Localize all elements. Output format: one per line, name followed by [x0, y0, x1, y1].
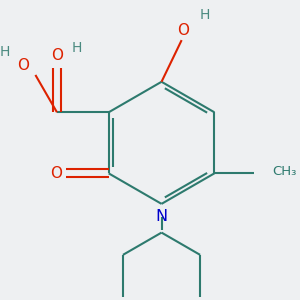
Text: CH₃: CH₃	[272, 165, 296, 178]
Text: H: H	[72, 41, 82, 55]
Text: O: O	[177, 23, 189, 38]
Text: O: O	[50, 166, 62, 181]
Text: H: H	[200, 8, 210, 22]
Text: H: H	[0, 45, 11, 59]
Text: N: N	[155, 209, 168, 224]
Text: O: O	[51, 48, 63, 63]
Text: O: O	[17, 58, 29, 73]
